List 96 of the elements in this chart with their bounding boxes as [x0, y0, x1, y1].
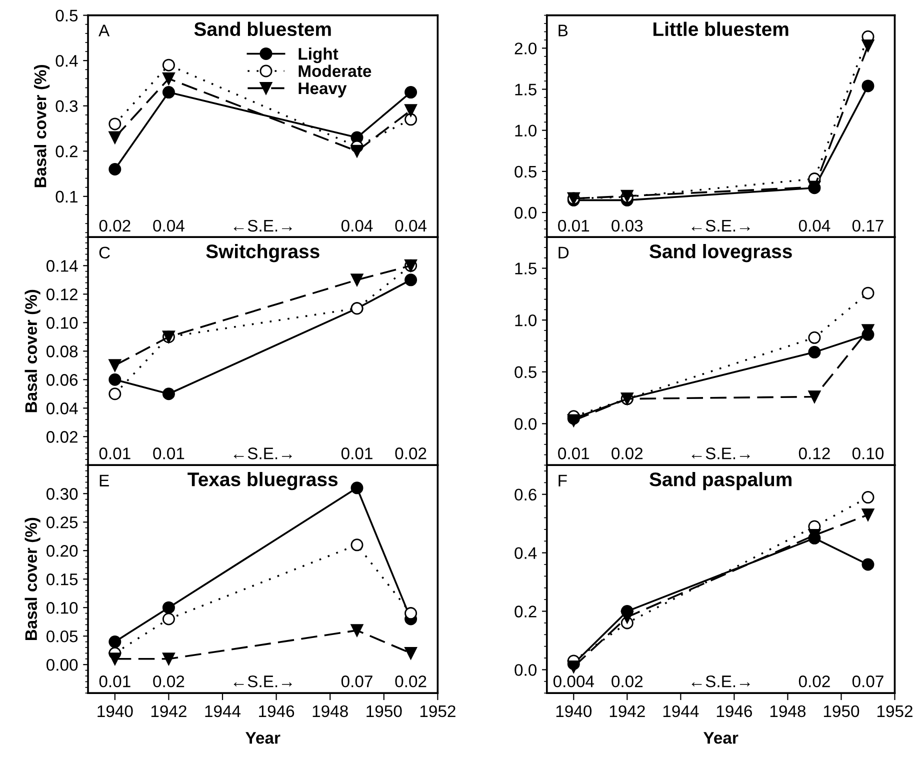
x-tick-label: 1944 — [663, 705, 699, 718]
y-tick-label: 0.20 — [46, 545, 78, 557]
annotation: 0.04 — [153, 220, 184, 232]
annotation: 0.17 — [852, 220, 884, 232]
annotation: 0.02 — [798, 676, 830, 688]
y-tick-label: 0.05 — [46, 630, 78, 642]
y-tick-label: 0.12 — [46, 288, 78, 300]
chart-title: Sand bluestem — [194, 22, 331, 36]
annotation: ←S.E.→ — [234, 220, 292, 232]
annotation: 0.01 — [341, 448, 372, 460]
annotation: ←S.E.→ — [692, 676, 750, 688]
annotation: 0.02 — [153, 676, 184, 688]
annotation: B — [558, 24, 568, 36]
annotation: F — [558, 474, 567, 486]
annotation: 0.04 — [798, 220, 830, 232]
y-axis-title: Basal cover (%) — [24, 518, 40, 640]
y-tick-label: 1.0 — [515, 314, 537, 326]
y-tick-label: 0.30 — [46, 488, 78, 500]
annotation: 0.02 — [395, 448, 426, 460]
y-tick-label: 0.10 — [46, 602, 78, 614]
x-tick-label: 1948 — [312, 705, 348, 718]
y-tick-label: 0.14 — [46, 260, 78, 272]
annotation: A — [98, 24, 110, 36]
annotation: 0.02 — [99, 220, 130, 232]
x-tick-label: 1950 — [366, 705, 402, 718]
y-tick-label: 0.00 — [46, 658, 78, 671]
y-tick-label: 0.1 — [56, 190, 78, 203]
annotation: 0.01 — [99, 448, 130, 460]
y-tick-label: 0.04 — [46, 402, 78, 414]
y-tick-label: 0.6 — [514, 488, 536, 501]
y-tick-label: 1.5 — [515, 84, 536, 96]
x-tick-label: 1944 — [205, 705, 241, 718]
x-tick-label: 1946 — [716, 705, 752, 718]
legend-label: Light — [298, 47, 338, 64]
y-tick-label: 0.10 — [46, 317, 78, 329]
legend-label: Moderate — [298, 64, 372, 78]
y-tick-label: 0.5 — [514, 366, 536, 378]
annotation: D — [558, 246, 569, 258]
y-tick-label: 0.0 — [514, 664, 537, 676]
annotation: ←S.E.→ — [234, 448, 292, 460]
annotation: 0.10 — [852, 448, 884, 460]
y-tick-label: 0.0 — [514, 418, 537, 430]
annotation: 0.01 — [558, 220, 590, 232]
x-tick-label: 1950 — [824, 705, 860, 718]
annotation: ←S.E.→ — [692, 448, 750, 460]
x-axis-title: Year — [703, 732, 738, 744]
annotation: 0.02 — [612, 676, 643, 688]
annotation: 0.01 — [558, 448, 590, 460]
legend-label: Heavy — [298, 82, 347, 98]
y-tick-label: 0.4 — [56, 54, 78, 67]
x-tick-label: 1948 — [770, 705, 806, 718]
y-tick-label: 0.2 — [514, 606, 536, 618]
x-tick-label: 1942 — [610, 705, 645, 718]
y-axis-title: Basal cover (%) — [34, 64, 50, 188]
chart-title: Little bluestem — [654, 22, 788, 36]
x-tick-label: 1952 — [420, 705, 456, 718]
x-tick-label: 1940 — [98, 705, 133, 718]
annotation: ←S.E.→ — [692, 220, 750, 232]
annotation: 0.12 — [798, 448, 830, 460]
y-axis-title: Basal cover (%) — [24, 290, 40, 412]
y-tick-label: 1.5 — [515, 262, 536, 274]
y-tick-label: 0.5 — [514, 166, 536, 178]
annotation: 0.03 — [612, 220, 643, 232]
x-tick-label: 1942 — [151, 705, 186, 718]
annotation: 0.01 — [99, 676, 130, 688]
y-tick-label: 1.0 — [515, 124, 537, 137]
y-tick-label: 0.5 — [56, 10, 78, 22]
annotation: 0.02 — [612, 448, 643, 460]
annotation: 0.01 — [153, 448, 184, 460]
annotation: ←S.E.→ — [234, 676, 292, 688]
y-tick-label: 0.3 — [56, 100, 78, 112]
y-tick-label: 0.02 — [46, 431, 78, 443]
annotation: 0.04 — [341, 220, 373, 232]
y-tick-label: 0.15 — [46, 574, 78, 586]
annotation: 0.04 — [395, 220, 427, 232]
y-tick-label: 0.25 — [46, 516, 78, 528]
y-tick-label: 0.08 — [46, 346, 78, 358]
y-tick-label: 0.2 — [56, 146, 78, 158]
y-tick-label: 0.4 — [514, 547, 537, 560]
chart-title: Sand paspalum — [650, 472, 792, 490]
annotation: C — [99, 246, 110, 259]
x-tick-label: 1952 — [877, 705, 912, 718]
x-axis-title: Year — [246, 732, 280, 744]
chart-title: Sand lovegrass — [650, 244, 792, 262]
annotation: 0.004 — [553, 676, 594, 688]
x-tick-label: 1946 — [259, 705, 294, 718]
annotation: 0.07 — [852, 676, 884, 688]
annotation: 0.07 — [341, 676, 372, 688]
chart-title: Switchgrass — [206, 244, 320, 262]
x-tick-label: 1940 — [556, 705, 592, 718]
y-tick-label: 0.0 — [514, 206, 537, 219]
annotation: E — [100, 474, 109, 486]
chart-title: Texas bluegrass — [188, 472, 338, 490]
y-tick-label: 0.06 — [46, 374, 78, 386]
y-tick-label: 2.0 — [514, 42, 537, 54]
annotation: 0.02 — [395, 676, 426, 688]
